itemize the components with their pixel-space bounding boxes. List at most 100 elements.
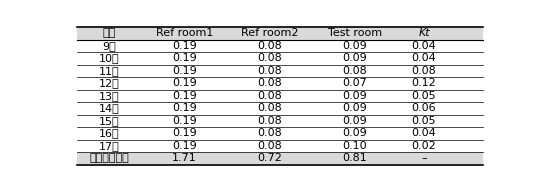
- Bar: [227, 115, 312, 127]
- Text: 0.09: 0.09: [342, 103, 367, 113]
- Text: 0.19: 0.19: [172, 78, 197, 89]
- Bar: [76, 40, 142, 52]
- Bar: [142, 102, 227, 115]
- Text: 0.10: 0.10: [343, 141, 367, 151]
- Text: 0.09: 0.09: [342, 91, 367, 101]
- Text: 10시: 10시: [99, 53, 120, 63]
- Text: 0.08: 0.08: [412, 66, 436, 76]
- Text: 0.06: 0.06: [412, 103, 436, 113]
- Text: 0.05: 0.05: [412, 91, 436, 101]
- Bar: [227, 27, 312, 40]
- Text: 시간: 시간: [103, 28, 116, 38]
- Text: 11시: 11시: [99, 66, 120, 76]
- Bar: [142, 90, 227, 102]
- Bar: [142, 77, 227, 90]
- Text: 0.08: 0.08: [257, 141, 282, 151]
- Bar: [227, 65, 312, 77]
- Bar: [397, 102, 450, 115]
- Bar: [142, 65, 227, 77]
- Text: 0.04: 0.04: [412, 53, 436, 63]
- Bar: [142, 52, 227, 65]
- Bar: [397, 52, 450, 65]
- Bar: [76, 140, 142, 152]
- Bar: [142, 152, 227, 165]
- Text: 12시: 12시: [99, 78, 120, 89]
- Text: 0.08: 0.08: [257, 91, 282, 101]
- Bar: [142, 27, 227, 40]
- Text: 0.09: 0.09: [342, 128, 367, 139]
- Bar: [227, 40, 312, 52]
- Text: 1.71: 1.71: [172, 154, 197, 163]
- Text: 0.07: 0.07: [342, 78, 367, 89]
- Text: 0.19: 0.19: [172, 116, 197, 126]
- Bar: [227, 140, 312, 152]
- Bar: [76, 27, 483, 40]
- Text: 17시: 17시: [99, 141, 120, 151]
- Bar: [76, 127, 142, 140]
- Text: 0.09: 0.09: [342, 41, 367, 51]
- Text: 에너지사용량: 에너지사용량: [90, 154, 129, 163]
- Bar: [142, 140, 227, 152]
- Text: 0.19: 0.19: [172, 128, 197, 139]
- Text: 16시: 16시: [99, 128, 120, 139]
- Text: 0.08: 0.08: [257, 128, 282, 139]
- Bar: [312, 90, 397, 102]
- Bar: [312, 140, 397, 152]
- Bar: [76, 65, 142, 77]
- Bar: [76, 77, 142, 90]
- Text: 0.81: 0.81: [342, 154, 367, 163]
- Bar: [142, 127, 227, 140]
- Bar: [312, 127, 397, 140]
- Bar: [227, 102, 312, 115]
- Bar: [76, 27, 142, 40]
- Bar: [397, 127, 450, 140]
- Bar: [397, 27, 450, 40]
- Bar: [312, 77, 397, 90]
- Bar: [397, 90, 450, 102]
- Bar: [76, 115, 142, 127]
- Text: 9시: 9시: [102, 41, 116, 51]
- Text: Ref room1: Ref room1: [156, 28, 213, 38]
- Text: 0.08: 0.08: [257, 103, 282, 113]
- Text: 0.12: 0.12: [412, 78, 436, 89]
- Text: 0.09: 0.09: [342, 53, 367, 63]
- Text: 0.08: 0.08: [342, 66, 367, 76]
- Bar: [76, 52, 142, 65]
- Bar: [312, 27, 397, 40]
- Text: 0.19: 0.19: [172, 91, 197, 101]
- Text: –: –: [421, 154, 427, 163]
- Text: 13시: 13시: [99, 91, 120, 101]
- Text: 0.19: 0.19: [172, 141, 197, 151]
- Text: 0.08: 0.08: [257, 78, 282, 89]
- Text: 0.08: 0.08: [257, 41, 282, 51]
- Bar: [397, 65, 450, 77]
- Text: 0.05: 0.05: [412, 116, 436, 126]
- Text: 0.08: 0.08: [257, 53, 282, 63]
- Text: 0.19: 0.19: [172, 53, 197, 63]
- Text: 15시: 15시: [99, 116, 120, 126]
- Bar: [312, 52, 397, 65]
- Bar: [227, 52, 312, 65]
- Text: 14시: 14시: [99, 103, 120, 113]
- Text: Test room: Test room: [328, 28, 382, 38]
- Text: 0.19: 0.19: [172, 41, 197, 51]
- Text: 0.19: 0.19: [172, 66, 197, 76]
- Text: Kt: Kt: [418, 28, 430, 38]
- Bar: [397, 140, 450, 152]
- Bar: [76, 152, 142, 165]
- Bar: [227, 152, 312, 165]
- Text: 0.04: 0.04: [412, 128, 436, 139]
- Text: 0.09: 0.09: [342, 116, 367, 126]
- Bar: [397, 77, 450, 90]
- Text: 0.08: 0.08: [257, 66, 282, 76]
- Text: Ref room2: Ref room2: [241, 28, 299, 38]
- Bar: [312, 115, 397, 127]
- Bar: [227, 127, 312, 140]
- Bar: [76, 90, 142, 102]
- Bar: [312, 102, 397, 115]
- Bar: [76, 102, 142, 115]
- Bar: [142, 115, 227, 127]
- Bar: [76, 152, 483, 165]
- Bar: [142, 40, 227, 52]
- Text: 0.19: 0.19: [172, 103, 197, 113]
